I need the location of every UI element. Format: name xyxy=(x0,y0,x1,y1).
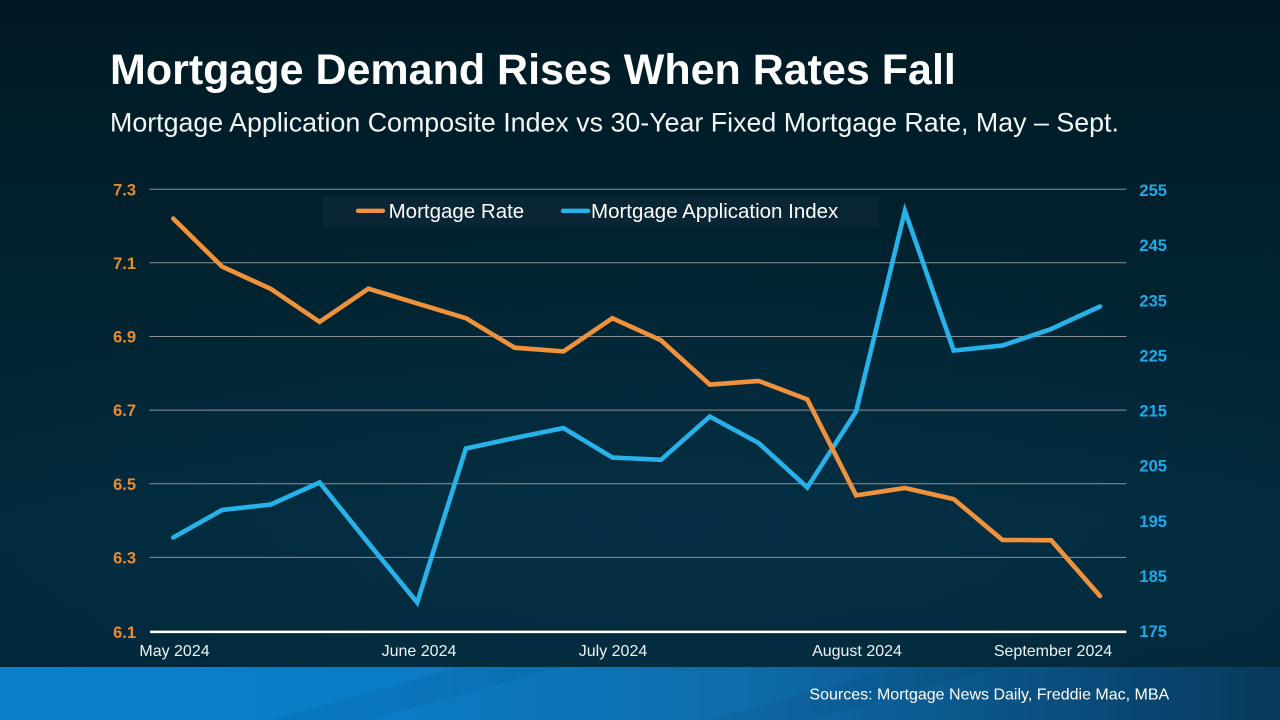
svg-text:205: 205 xyxy=(1139,458,1167,476)
svg-text:185: 185 xyxy=(1139,568,1167,586)
svg-text:July 2024: July 2024 xyxy=(579,643,648,660)
svg-text:6.3: 6.3 xyxy=(113,550,136,568)
svg-text:Mortgage Application Composite: Mortgage Application Composite Index vs … xyxy=(110,108,1119,138)
svg-text:7.3: 7.3 xyxy=(113,181,136,199)
svg-text:245: 245 xyxy=(1139,237,1167,255)
svg-text:August 2024: August 2024 xyxy=(812,643,902,660)
svg-text:June 2024: June 2024 xyxy=(382,643,457,660)
svg-text:235: 235 xyxy=(1139,292,1167,310)
svg-text:6.7: 6.7 xyxy=(113,402,136,420)
svg-text:Mortgage Rate: Mortgage Rate xyxy=(389,200,525,223)
svg-text:Sources: Mortgage News Daily,: Sources: Mortgage News Daily, Freddie Ma… xyxy=(809,687,1169,704)
svg-text:195: 195 xyxy=(1139,513,1167,531)
svg-text:May 2024: May 2024 xyxy=(139,643,209,660)
svg-text:6.5: 6.5 xyxy=(113,476,136,494)
svg-text:255: 255 xyxy=(1139,182,1167,200)
svg-text:175: 175 xyxy=(1139,623,1167,641)
svg-text:215: 215 xyxy=(1139,403,1167,421)
svg-text:6.9: 6.9 xyxy=(113,329,136,347)
svg-text:September 2024: September 2024 xyxy=(994,643,1112,660)
svg-text:6.1: 6.1 xyxy=(113,624,136,642)
svg-text:Mortgage Demand Rises When Rat: Mortgage Demand Rises When Rates Fall xyxy=(110,46,956,94)
svg-text:7.1: 7.1 xyxy=(113,255,136,273)
svg-text:Mortgage Application Index: Mortgage Application Index xyxy=(591,200,839,223)
svg-text:225: 225 xyxy=(1139,348,1167,366)
